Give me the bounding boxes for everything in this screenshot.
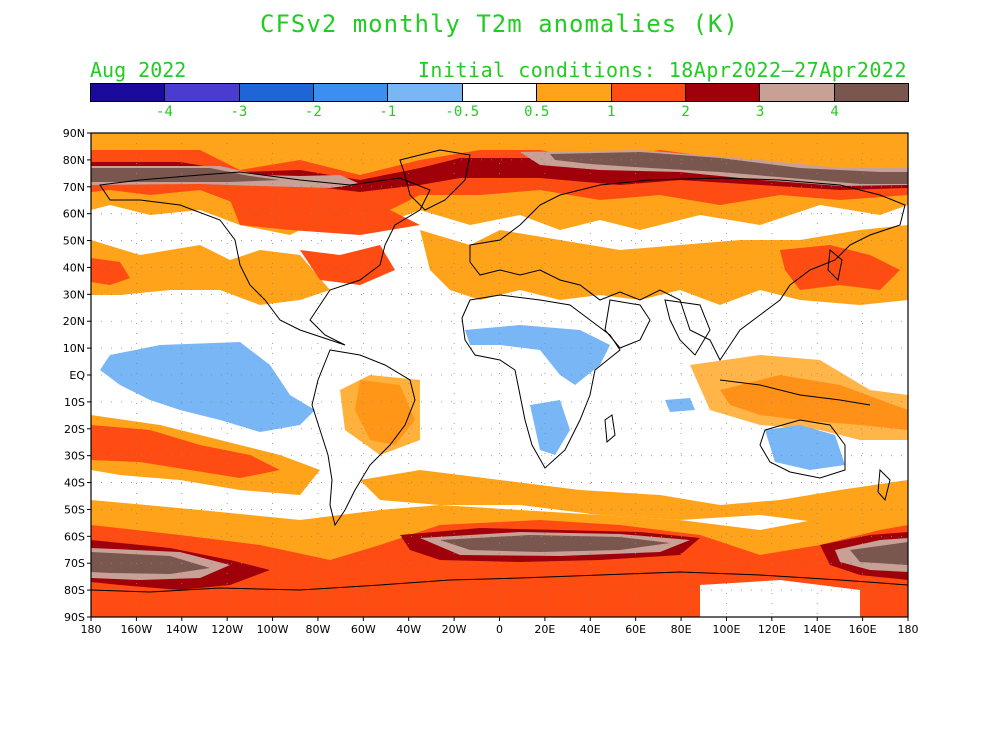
colorbar-segment	[760, 84, 835, 101]
coastline-madagascar	[604, 414, 616, 444]
valid-month-label: Aug 2022	[90, 58, 187, 82]
anomaly-field	[91, 133, 908, 617]
latitude-label: 30S	[64, 450, 85, 463]
longitude-label: 80E	[671, 623, 692, 636]
tropical-anomaly	[100, 325, 908, 530]
longitude-label: 160E	[849, 623, 877, 636]
colorbar-tick-label: -1	[379, 104, 397, 120]
colorbar-segment	[462, 84, 538, 101]
latitude-label: 20S	[64, 423, 85, 436]
coastline-south-america	[311, 349, 416, 527]
latitude-label: 80N	[63, 154, 85, 167]
colorbar-tick-label: 2	[681, 104, 690, 120]
longitude-label: 180	[898, 623, 919, 636]
coastline-eurasia	[469, 177, 906, 361]
coastline-antarctica	[91, 571, 908, 593]
latitude-label: 60N	[63, 208, 85, 221]
longitude-label: 180	[81, 623, 102, 636]
longitude-label: 60W	[351, 623, 376, 636]
longitude-label: 60E	[625, 623, 646, 636]
colorbar-segment	[685, 84, 761, 101]
longitude-axis: 180 160W 140W 120W 100W 80W 60W 40W 20W 0 20E 40E 60…	[81, 617, 919, 636]
latitude-label: 20N	[63, 315, 85, 328]
colorbar-tick-label: -2	[304, 104, 322, 120]
map-gridlines	[91, 133, 908, 617]
coastline-africa	[461, 294, 621, 469]
coastline-india	[664, 299, 711, 356]
longitude-label: 140E	[803, 623, 831, 636]
coastline-indonesia	[719, 379, 871, 406]
coastline-greenland	[399, 149, 471, 211]
latitude-label: 30N	[63, 288, 85, 301]
longitude-label: 100E	[712, 623, 740, 636]
colorbar-tick-label: 1	[606, 104, 616, 120]
sh-midlat-anomaly	[91, 415, 908, 525]
colorbar-tick-label: 4	[830, 104, 839, 120]
initial-conditions-label: Initial conditions: 18Apr2022—27Apr2022	[417, 58, 907, 82]
longitude-label: 80W	[306, 623, 331, 636]
latitude-label: EQ	[69, 369, 85, 382]
longitude-label: 40W	[396, 623, 421, 636]
colorbar-segment	[165, 84, 240, 101]
latitude-label: 40S	[64, 477, 85, 490]
longitude-label: 140W	[166, 623, 198, 636]
colorbar-segment	[388, 84, 463, 101]
colorbar-segment	[834, 84, 908, 101]
longitude-label: 120W	[211, 623, 243, 636]
latitude-label: 60S	[64, 530, 85, 543]
coastline-japan	[827, 249, 843, 282]
latitude-label: 50S	[64, 503, 85, 516]
longitude-label: 100W	[257, 623, 289, 636]
map-title: CFSv2 monthly T2m anomalies (K)	[260, 10, 739, 38]
longitude-label: 20W	[442, 623, 467, 636]
latitude-label: 90S	[64, 611, 85, 624]
colorbar-segment	[314, 84, 389, 101]
coastline-north-america	[99, 171, 431, 346]
colorbar-segment	[91, 84, 166, 101]
colorbar-tick-label: 3	[755, 104, 765, 120]
longitude-label: 40E	[580, 623, 601, 636]
nh-midlat-anomaly	[91, 195, 908, 305]
colorbar-tick-label: -3	[230, 104, 248, 120]
latitude-label: 80S	[64, 584, 85, 597]
latitude-label: 10S	[64, 396, 85, 409]
coastlines	[91, 149, 908, 593]
antarctic-anomaly-band	[91, 500, 908, 617]
colorbar	[90, 83, 909, 102]
coastline-australia	[759, 419, 846, 479]
coastline-arabia	[604, 299, 651, 349]
colorbar-segment	[239, 84, 315, 101]
longitude-label: 0	[496, 623, 503, 636]
latitude-label: 90N	[63, 127, 85, 140]
colorbar-segment	[611, 84, 686, 101]
colorbar-tick-label: 0.5	[524, 104, 550, 120]
colorbar-tick-label: -0.5	[445, 104, 480, 120]
colorbar-tick-label: -4	[156, 104, 173, 120]
latitude-axis: 90N 80N 70N 60N 50N 40N 30N 20N 10N EQ 10S 20S 30S 40…	[63, 127, 91, 624]
latitude-label: 70N	[63, 181, 85, 194]
latitude-label: 70S	[64, 557, 85, 570]
longitude-label: 120E	[758, 623, 786, 636]
coastline-new-zealand	[877, 468, 891, 502]
latitude-label: 10N	[63, 342, 85, 355]
longitude-label: 20E	[534, 623, 555, 636]
longitude-label: 160W	[120, 623, 152, 636]
latitude-label: 40N	[63, 261, 85, 274]
latitude-label: 50N	[63, 235, 85, 248]
colorbar-segment	[537, 84, 612, 101]
